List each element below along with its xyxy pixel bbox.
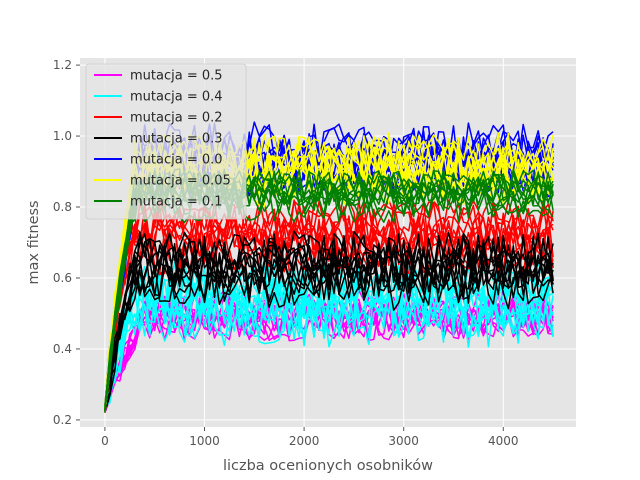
legend-box: [85, 63, 247, 220]
x-tick-label: 0: [101, 434, 109, 448]
x-axis-ticks: 0 1000 2000 3000 4000: [101, 427, 519, 448]
legend-label: mutacja = 0.4: [130, 90, 223, 105]
y-axis-label: max fitness: [26, 200, 42, 284]
legend-label: mutacja = 0.2: [130, 111, 223, 126]
x-tick-label: 4000: [488, 434, 519, 448]
y-axis-ticks: 0.2 0.4 0.6 0.8 1.0 1.2: [53, 58, 80, 427]
x-tick-label: 2000: [289, 434, 320, 448]
series-run-line: [104, 236, 554, 408]
series-run-line: [104, 274, 554, 409]
series-run-line: [104, 230, 554, 411]
series-run-line: [104, 216, 554, 407]
legend: mutacja = 0.5 mutacja = 0.4 mutacja = 0.2 m…: [85, 63, 247, 220]
y-tick-label: 1.2: [53, 58, 72, 72]
x-axis-label: liczba ocenionych osobników: [223, 458, 433, 474]
x-tick-label: 3000: [388, 434, 419, 448]
legend-label: mutacja = 0.0: [130, 153, 223, 168]
series-run-line: [104, 235, 554, 409]
series-mutacja-0.3: [104, 230, 554, 413]
series-run-line: [104, 240, 554, 410]
y-tick-label: 0.2: [53, 413, 72, 427]
legend-label: mutacja = 0.5: [130, 69, 223, 84]
x-tick-label: 1000: [189, 434, 220, 448]
y-tick-label: 0.6: [53, 271, 72, 285]
legend-label: mutacja = 0.05: [130, 174, 231, 189]
y-tick-label: 1.0: [53, 129, 72, 143]
y-tick-label: 0.8: [53, 200, 72, 214]
legend-label: mutacja = 0.1: [130, 195, 223, 210]
series-run-line: [104, 232, 554, 407]
y-tick-label: 0.4: [53, 342, 72, 356]
legend-label: mutacja = 0.3: [130, 132, 223, 147]
